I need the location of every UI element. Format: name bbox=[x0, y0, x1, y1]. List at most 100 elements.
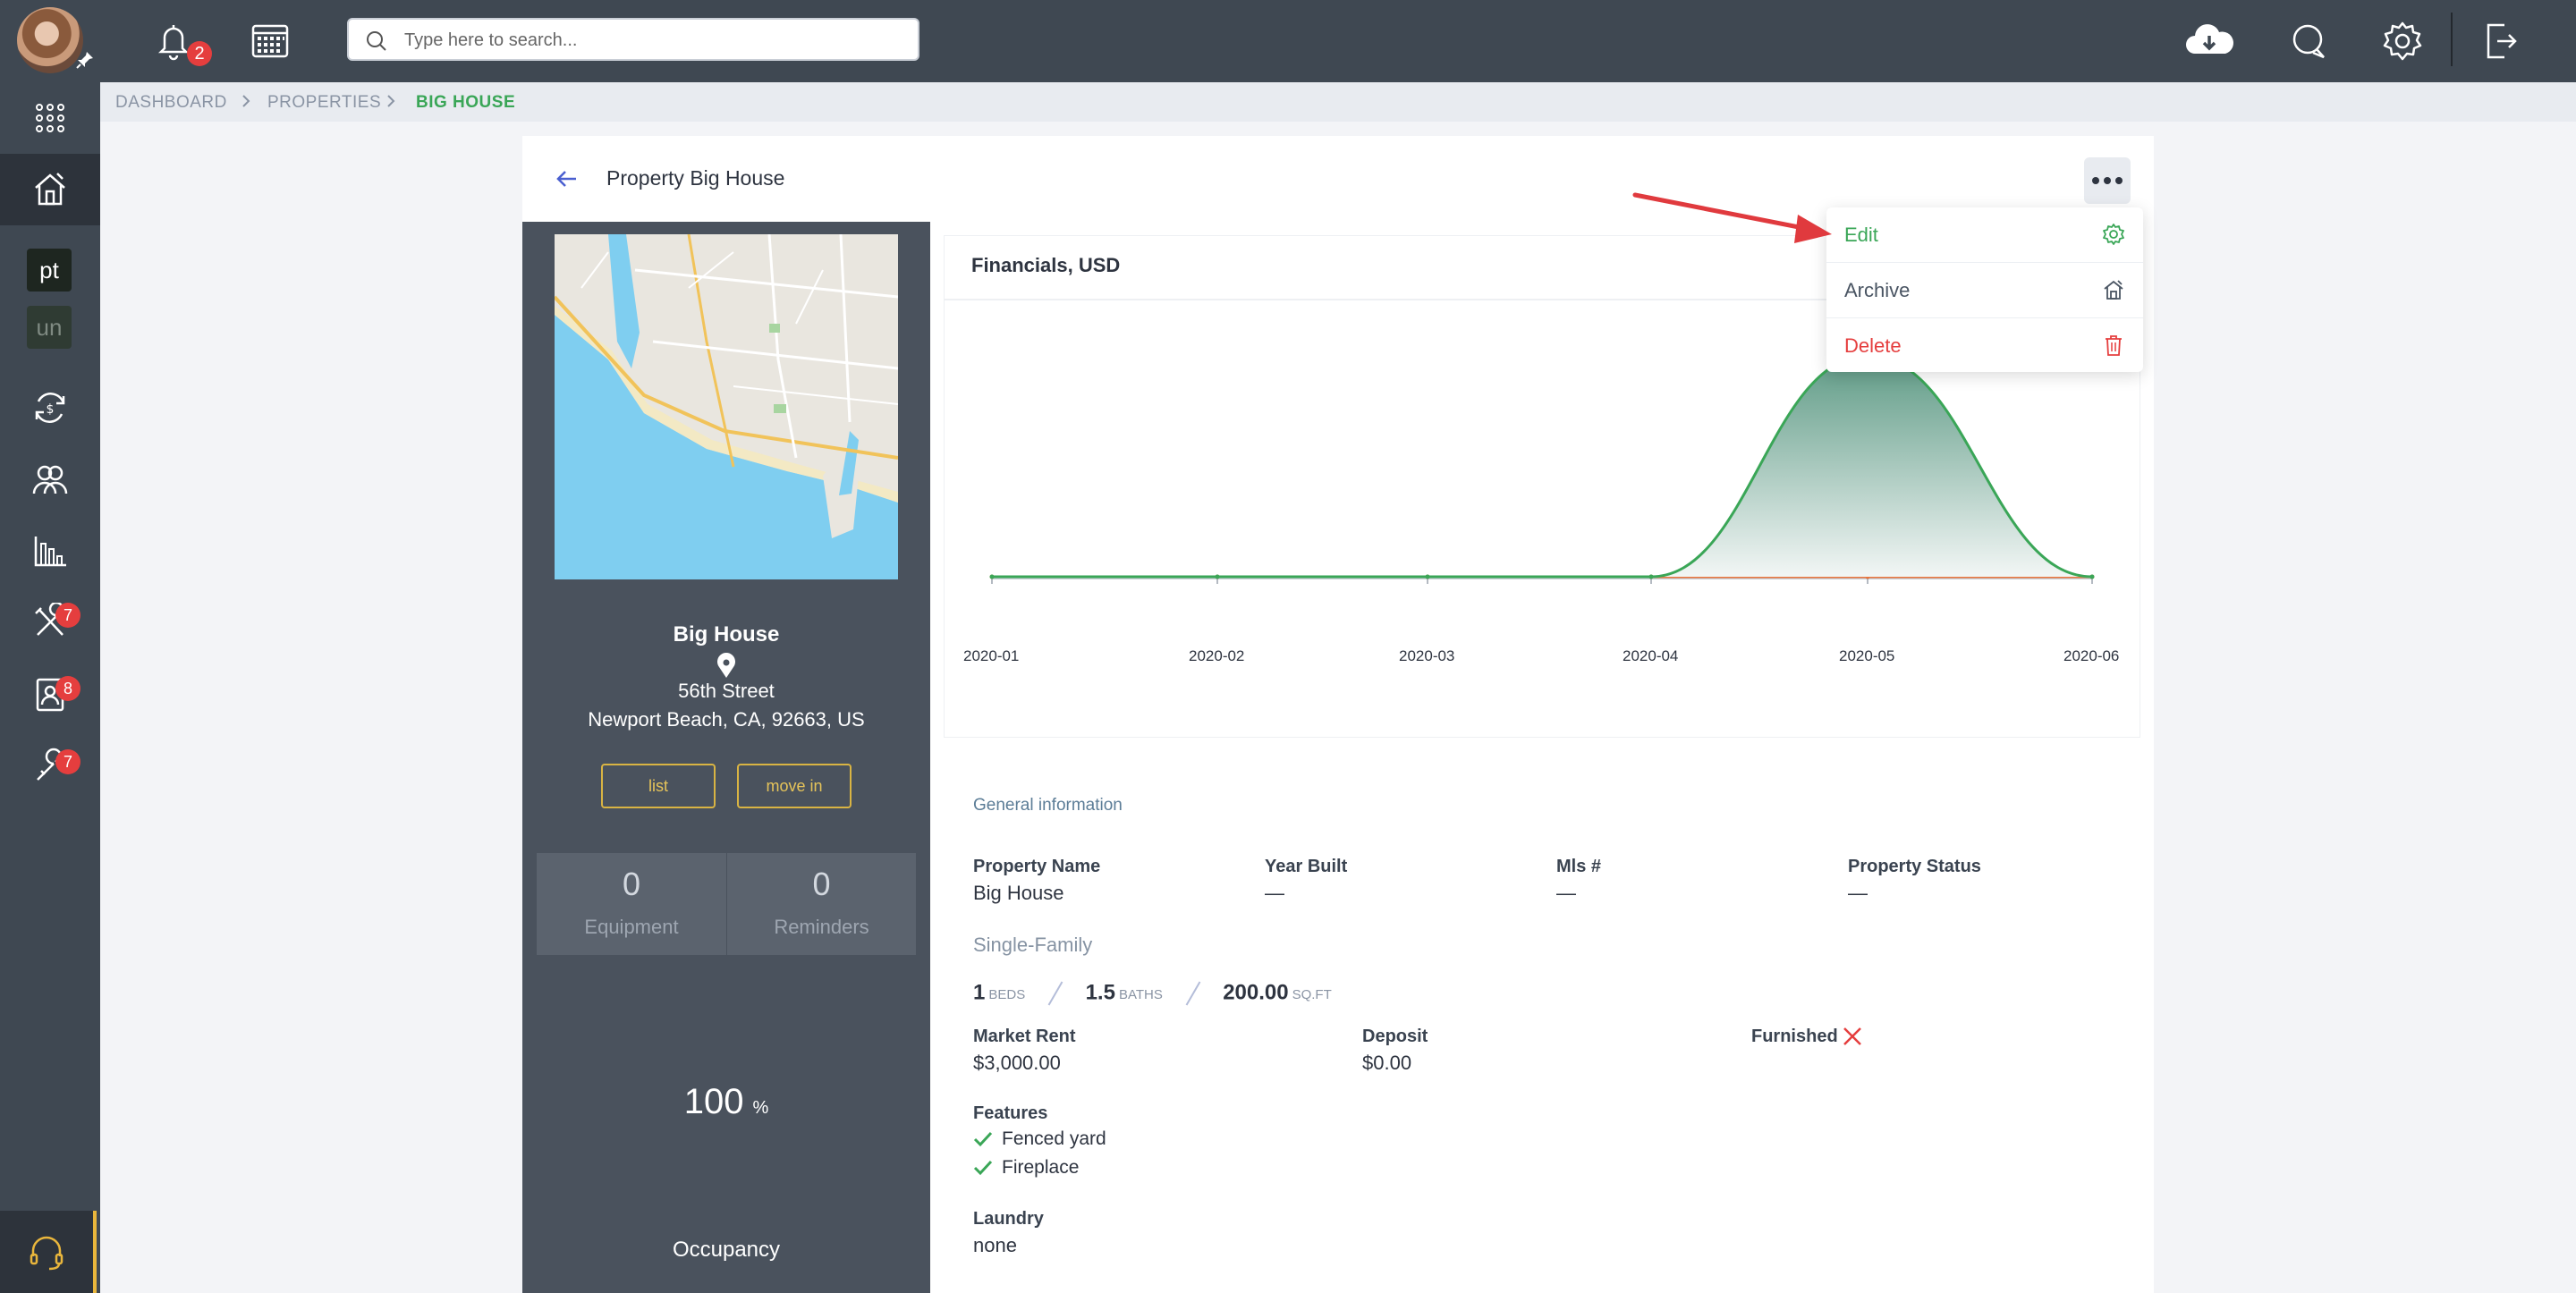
general-info-card: General information Property Name Big Ho… bbox=[945, 765, 2140, 1293]
x-tick-label: 2020-04 bbox=[1623, 647, 1679, 664]
feature-item: Fireplace bbox=[973, 1157, 1079, 1179]
data-point[interactable] bbox=[1215, 574, 1220, 579]
property-specs: 1 BEDS 1.5 BATHS 200.00 SQ.FT bbox=[973, 980, 1332, 1007]
menu-item-edit-label: Edit bbox=[1844, 224, 1878, 246]
data-point[interactable] bbox=[2089, 574, 2095, 579]
x-tick-label: 2020-02 bbox=[1189, 647, 1245, 664]
page-title: Property Big House bbox=[606, 166, 785, 190]
deposit-value: $0.00 bbox=[1362, 1052, 1412, 1074]
people-icon bbox=[32, 465, 68, 494]
sidebar-item-maintenance[interactable] bbox=[0, 587, 100, 658]
money-cycle-icon: $ bbox=[35, 393, 65, 423]
settings-gear-icon[interactable] bbox=[2379, 18, 2426, 64]
more-dot bbox=[2115, 177, 2123, 184]
menu-item-archive[interactable]: Archive bbox=[1826, 263, 2143, 318]
menu-item-edit[interactable]: Edit bbox=[1826, 207, 2143, 263]
sidebar-chip-un[interactable]: un bbox=[27, 306, 72, 349]
market-rent-label: Market Rent bbox=[973, 1027, 1076, 1046]
feature-label: Fireplace bbox=[1002, 1157, 1080, 1178]
sidebar-chip-pt[interactable]: pt bbox=[27, 249, 72, 292]
property-street: 56th Street bbox=[678, 680, 775, 702]
back-arrow-icon[interactable] bbox=[555, 166, 580, 191]
property-name-label: Property Name bbox=[973, 857, 1101, 876]
logout-icon[interactable] bbox=[2478, 18, 2524, 64]
location-pin-icon bbox=[717, 653, 735, 678]
annotation-arrow bbox=[1632, 192, 1832, 243]
sidebar-item-contacts[interactable] bbox=[0, 444, 100, 515]
property-name-value: Big House bbox=[973, 882, 1064, 904]
sidebar-item-reports[interactable] bbox=[0, 515, 100, 587]
gear-icon bbox=[2103, 224, 2124, 245]
property-name: Big House bbox=[673, 622, 780, 646]
breadcrumb-properties[interactable]: PROPERTIES bbox=[267, 93, 382, 112]
sidebar-item-apps[interactable] bbox=[0, 82, 100, 154]
card-header: Property Big House bbox=[522, 136, 2154, 222]
list-button[interactable]: list bbox=[601, 764, 716, 808]
equipment-label: Equipment bbox=[584, 916, 679, 938]
x-tick-label: 2020-01 bbox=[963, 647, 1020, 664]
x-tick-label: 2020-05 bbox=[1839, 647, 1895, 664]
user-avatar[interactable] bbox=[17, 7, 83, 73]
chevron-right-icon bbox=[242, 95, 250, 107]
sidebar: pt un $ 7 bbox=[0, 82, 100, 1293]
search-box[interactable] bbox=[347, 18, 919, 61]
cloud-download-icon[interactable] bbox=[2182, 18, 2236, 64]
move-in-button[interactable]: move in bbox=[737, 764, 852, 808]
data-point[interactable] bbox=[1648, 574, 1654, 579]
equipment-count: 0 bbox=[622, 866, 641, 902]
sidebar-item-payments[interactable]: $ bbox=[0, 372, 100, 444]
property-status-value: — bbox=[1848, 882, 1868, 904]
features-label: Features bbox=[973, 1103, 1048, 1123]
maintenance-badge: 7 bbox=[55, 603, 80, 628]
bell-icon[interactable] bbox=[150, 18, 197, 64]
occupancy-label: Occupancy bbox=[672, 1238, 781, 1262]
equipment-stat[interactable]: 0 Equipment bbox=[537, 853, 726, 955]
reminders-stat[interactable]: 0 Reminders bbox=[727, 853, 916, 955]
beds-unit: BEDS bbox=[988, 987, 1026, 1003]
laundry-label: Laundry bbox=[973, 1209, 1044, 1229]
menu-item-delete-label: Delete bbox=[1844, 334, 1902, 357]
trash-icon bbox=[2106, 335, 2122, 356]
divider bbox=[945, 299, 2140, 300]
series-area bbox=[992, 356, 2092, 577]
topbar-divider bbox=[2451, 13, 2453, 66]
menu-item-delete[interactable]: Delete bbox=[1826, 318, 2143, 374]
support-button[interactable] bbox=[0, 1211, 97, 1293]
year-built-value: — bbox=[1265, 882, 1284, 904]
sqft-unit: SQ.FT bbox=[1292, 987, 1332, 1003]
x-tick-label: 2020-03 bbox=[1399, 647, 1455, 664]
baths-unit: BATHS bbox=[1118, 987, 1163, 1003]
sidebar-item-tenants[interactable] bbox=[0, 658, 100, 730]
data-point[interactable] bbox=[989, 574, 995, 579]
deposit-label: Deposit bbox=[1362, 1027, 1428, 1046]
sidebar-item-properties[interactable] bbox=[0, 154, 100, 225]
sidebar-item-tools[interactable] bbox=[0, 730, 100, 801]
tenants-badge: 8 bbox=[55, 676, 80, 701]
financials-title: Financials, USD bbox=[971, 254, 1121, 276]
feature-item: Fenced yard bbox=[973, 1128, 1106, 1150]
top-bar: 2 bbox=[0, 0, 2576, 82]
spec-separator bbox=[1047, 981, 1063, 1006]
calendar-icon[interactable] bbox=[247, 18, 293, 64]
check-icon bbox=[973, 1132, 993, 1147]
laundry-value: none bbox=[973, 1234, 1017, 1256]
breadcrumb-dashboard[interactable]: DASHBOARD bbox=[115, 93, 227, 112]
more-options-button[interactable] bbox=[2084, 157, 2131, 204]
baths-value: 1.5 bbox=[1085, 980, 1115, 1005]
occupancy-unit: % bbox=[752, 1098, 769, 1118]
cross-icon bbox=[1843, 1027, 1861, 1045]
house-icon bbox=[35, 173, 65, 206]
financials-chart bbox=[989, 353, 2095, 584]
more-options-menu: Edit Archive Delete bbox=[1826, 207, 2143, 372]
reminders-label: Reminders bbox=[774, 916, 869, 938]
financials-card: Financials, USD 2020-01 2020-02 2020-03 202… bbox=[945, 236, 2140, 737]
sqft-value: 200.00 bbox=[1223, 980, 1289, 1005]
chat-icon[interactable] bbox=[2286, 18, 2333, 64]
data-point[interactable] bbox=[1425, 574, 1430, 579]
pin-icon bbox=[76, 52, 93, 69]
occupancy-value: 100% bbox=[522, 1082, 930, 1122]
occupancy-number: 100 bbox=[683, 1082, 744, 1121]
property-map[interactable] bbox=[555, 234, 898, 579]
search-input[interactable] bbox=[404, 28, 905, 53]
general-info-heading: General information bbox=[973, 796, 1123, 815]
